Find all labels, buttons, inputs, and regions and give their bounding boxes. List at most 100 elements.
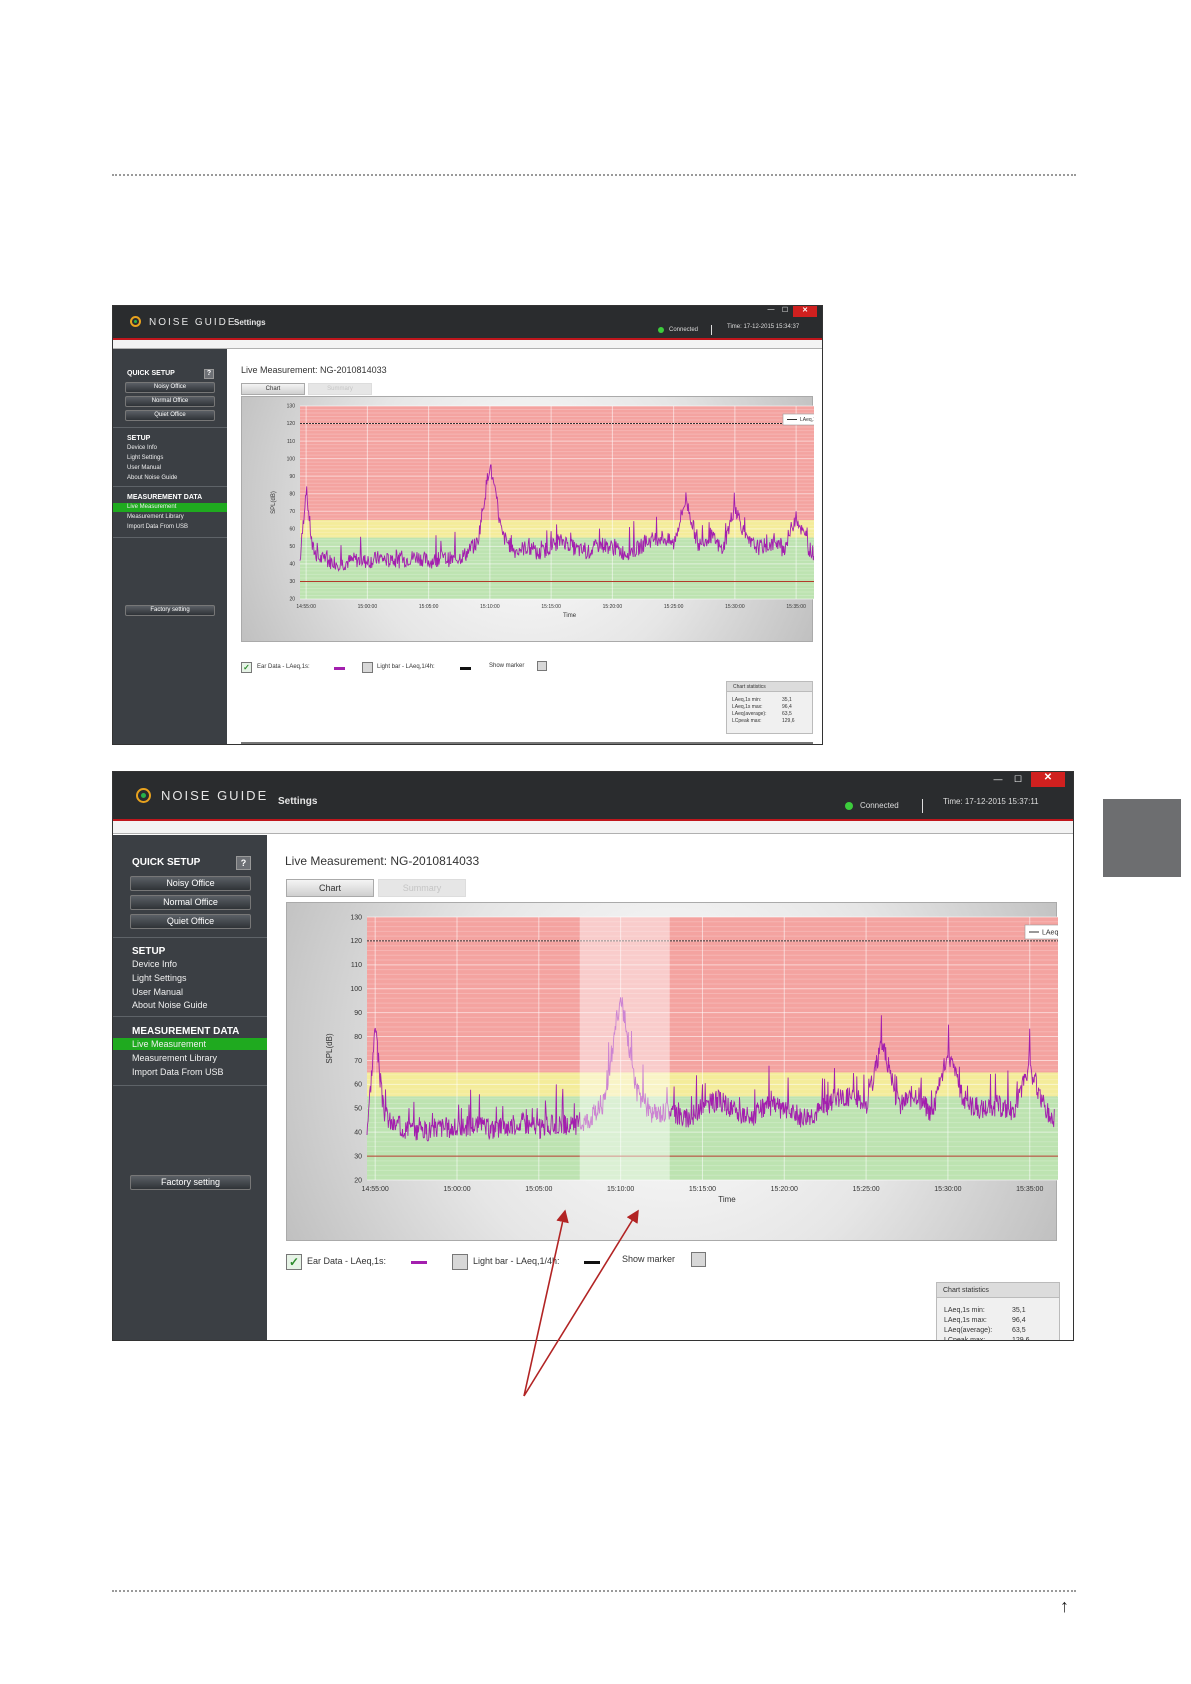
sidebar-item-import-usb[interactable]: Import Data From USB	[127, 524, 189, 530]
light-bar-checkbox[interactable]	[362, 662, 373, 673]
sidebar-item-live-active[interactable]: Live Measurement	[113, 1038, 267, 1050]
show-marker-checkbox[interactable]	[537, 661, 547, 671]
maximize-icon[interactable]: ☐	[1013, 774, 1023, 784]
y-tick-label: 80	[289, 491, 295, 497]
y-tick-label: 130	[350, 914, 362, 921]
y-tick-label: 100	[350, 986, 362, 993]
ear-data-checkbox[interactable]: ✓	[241, 662, 252, 673]
sidebar-item-live-measurement[interactable]: Live Measurement	[127, 504, 177, 510]
y-tick-label: 70	[289, 509, 295, 515]
arrow-right	[523, 1209, 639, 1397]
page-title: Live Measurement: NG-2010814033	[285, 854, 480, 868]
x-axis-label: Time	[563, 613, 577, 619]
light-bar-swatch	[460, 667, 471, 670]
normal-office-button[interactable]: Normal Office	[130, 895, 251, 910]
sidebar-item-measurement-library[interactable]: Measurement Library	[132, 1053, 218, 1063]
x-tick-label: 14:55:00	[362, 1186, 389, 1193]
statistics-title: Chart statistics	[727, 682, 812, 692]
sidebar-item-import-usb[interactable]: Import Data From USB	[132, 1067, 224, 1077]
light-bar-label: Light bar - LAeq,1/4h:	[473, 1256, 560, 1266]
stat-value: 35,1	[1012, 1307, 1026, 1314]
spl-chart: 14:55:00 15:00:00 15:05:00 15:10:00 15:15:00…	[271, 404, 814, 619]
chart-panel: 14:55:00 15:00:00 15:05:00 15:10:00 15:15:00…	[241, 396, 814, 642]
help-button[interactable]: ?	[236, 856, 251, 870]
connected-status-icon	[658, 327, 664, 333]
screenshot-window-2: NOISE GUIDE Settings Connected Time: 17-…	[112, 771, 1074, 1341]
y-tick-label: 80	[354, 1034, 362, 1041]
sidebar-divider	[113, 937, 267, 938]
factory-setting-button[interactable]: Factory setting	[125, 605, 215, 616]
close-icon[interactable]: ✕	[1031, 772, 1065, 787]
x-tick-label: 15:05:00	[419, 604, 439, 610]
y-tick-label: 50	[354, 1106, 362, 1113]
x-tick-label: 15:10:00	[480, 604, 500, 610]
chart-statistics-panel: Chart statistics LAeq,1s min: 35,1 LAeq,…	[726, 681, 813, 734]
y-tick-label: 30	[354, 1153, 362, 1160]
stat-label: LAeq,1s max:	[944, 1317, 987, 1324]
show-marker-label: Show marker	[622, 1254, 676, 1264]
stat-label: LAeq,1s max:	[732, 704, 763, 710]
legend-label: LAeq,1s	[800, 417, 814, 423]
y-tick-label: 110	[287, 439, 295, 445]
light-bar-checkbox[interactable]	[452, 1254, 468, 1270]
noisy-office-button[interactable]: Noisy Office	[125, 382, 215, 393]
quiet-office-button[interactable]: Quiet Office	[130, 914, 251, 929]
factory-setting-button[interactable]: Factory setting	[130, 1175, 251, 1190]
quiet-office-button[interactable]: Quiet Office	[125, 410, 215, 421]
up-arrow-icon[interactable]: ↑	[1060, 1596, 1069, 1616]
sidebar-item-live-measurement[interactable]: Live Measurement	[132, 1039, 207, 1049]
screenshot-window-1: NOISE GUIDE Settings Connected Time: 17-…	[112, 305, 823, 745]
sidebar: QUICK SETUP ? Noisy Office Normal Office…	[113, 349, 227, 744]
close-icon[interactable]: ✕	[793, 306, 817, 317]
minimize-icon[interactable]: —	[767, 306, 775, 313]
setup-heading: SETUP	[132, 946, 166, 957]
light-bar-label: Light bar - LAeq,1/4h:	[377, 664, 435, 670]
tab-chart[interactable]: Chart	[286, 879, 374, 897]
normal-office-button[interactable]: Normal Office	[125, 396, 215, 407]
status-divider	[711, 325, 712, 335]
title-bar: NOISE GUIDE Settings Connected Time: 17-…	[113, 306, 822, 340]
ear-data-checkbox[interactable]: ✓	[286, 1254, 302, 1270]
minimize-icon[interactable]: —	[993, 774, 1003, 784]
show-marker-checkbox[interactable]	[691, 1252, 706, 1267]
x-tick-label: 15:00:00	[358, 604, 378, 610]
section-title: Settings	[278, 796, 318, 807]
sidebar-item-measurement-library[interactable]: Measurement Library	[127, 514, 184, 520]
stat-value: 96,4	[782, 704, 792, 710]
sidebar-item-live-active[interactable]: Live Measurement	[113, 503, 227, 512]
x-tick-label: 15:15:00	[689, 1186, 716, 1193]
sidebar-item-about[interactable]: About Noise Guide	[132, 1000, 208, 1010]
series-line-laeq	[366, 997, 1055, 1142]
tab-summary[interactable]: Summary	[308, 383, 372, 395]
legend-label: LAeq,1s	[1042, 929, 1058, 936]
tab-chart[interactable]: Chart	[241, 383, 305, 395]
title-bar: NOISE GUIDE Settings Connected Time: 17-…	[113, 772, 1073, 821]
sidebar-divider	[113, 486, 227, 487]
sidebar-divider	[113, 427, 227, 428]
statistics-title: Chart statistics	[937, 1283, 1059, 1298]
x-tick-label: 14:55:00	[296, 604, 316, 610]
clock-time: Time: 17-12-2015 15:37:11	[943, 797, 1039, 806]
noisy-office-button[interactable]: Noisy Office	[130, 876, 251, 891]
sidebar-item-user-manual[interactable]: User Manual	[132, 987, 184, 997]
help-button[interactable]: ?	[204, 369, 214, 379]
sidebar-item-user-manual[interactable]: User Manual	[127, 465, 162, 471]
stat-value: 35,1	[782, 697, 792, 703]
sidebar-item-about[interactable]: About Noise Guide	[127, 475, 178, 481]
noise-guide-logo-icon	[130, 316, 141, 327]
quick-setup-heading: QUICK SETUP	[132, 857, 201, 868]
x-tick-label: 15:20:00	[603, 604, 623, 610]
stat-value: 96,4	[1012, 1317, 1026, 1324]
sidebar-item-device-info[interactable]: Device Info	[127, 445, 158, 451]
x-axis-label: Time	[718, 1195, 736, 1204]
sidebar-divider	[113, 1085, 267, 1086]
maximize-icon[interactable]: ☐	[781, 307, 789, 314]
x-tick-label: 15:15:00	[541, 604, 561, 610]
tab-summary[interactable]: Summary	[378, 879, 466, 897]
sidebar-item-light-settings[interactable]: Light Settings	[132, 973, 187, 983]
sidebar-item-device-info[interactable]: Device Info	[132, 959, 178, 969]
sidebar-item-light-settings[interactable]: Light Settings	[127, 455, 164, 461]
legend-box	[782, 413, 814, 426]
app-title: NOISE GUIDE	[161, 788, 269, 803]
